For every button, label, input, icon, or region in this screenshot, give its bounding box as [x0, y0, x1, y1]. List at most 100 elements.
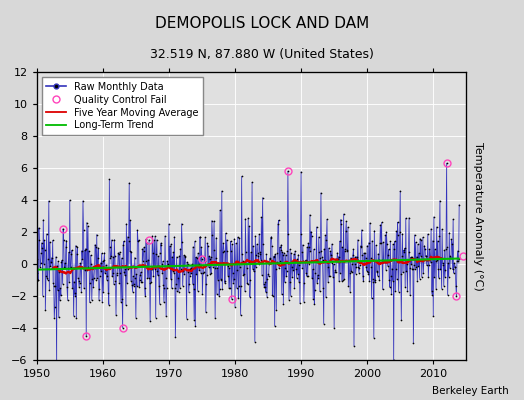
- Point: [114, 264, 122, 270]
- Point: [369, 335, 378, 341]
- Point: [377, 240, 385, 247]
- Point: [384, 263, 392, 269]
- Point: [217, 188, 226, 194]
- Point: [125, 238, 133, 244]
- Point: [72, 242, 80, 249]
- Point: [314, 234, 323, 240]
- Point: [213, 291, 221, 297]
- Point: [81, 267, 90, 274]
- Point: [241, 288, 249, 294]
- Point: [323, 216, 331, 222]
- Point: [439, 260, 447, 266]
- Point: [111, 253, 119, 260]
- Point: [409, 340, 418, 346]
- Point: [118, 325, 127, 331]
- Point: [197, 244, 205, 250]
- Point: [444, 260, 452, 266]
- Point: [302, 273, 311, 279]
- Point: [201, 258, 209, 264]
- Point: [107, 237, 116, 243]
- Point: [140, 284, 149, 291]
- Point: [53, 263, 61, 269]
- Point: [451, 264, 460, 270]
- Point: [144, 275, 152, 282]
- Point: [58, 257, 66, 264]
- Point: [52, 254, 60, 260]
- Point: [358, 272, 367, 279]
- Point: [132, 314, 140, 321]
- Point: [205, 256, 214, 262]
- Point: [277, 242, 286, 248]
- Point: [112, 272, 121, 278]
- Point: [344, 283, 353, 290]
- Point: [436, 266, 445, 272]
- Point: [359, 278, 367, 284]
- Point: [140, 244, 148, 251]
- Point: [178, 239, 187, 246]
- Point: [193, 288, 202, 294]
- Point: [232, 240, 241, 246]
- Point: [390, 238, 399, 245]
- Point: [301, 258, 309, 264]
- Point: [366, 220, 374, 226]
- Point: [171, 285, 179, 291]
- Point: [92, 276, 101, 283]
- Point: [229, 280, 237, 286]
- Point: [117, 298, 125, 305]
- Point: [373, 269, 381, 275]
- Point: [220, 278, 228, 284]
- Point: [34, 276, 42, 283]
- Point: [202, 281, 211, 287]
- Point: [259, 281, 268, 287]
- Point: [432, 224, 441, 230]
- Point: [272, 306, 280, 313]
- Point: [419, 270, 428, 276]
- Point: [120, 269, 128, 275]
- Point: [44, 256, 52, 262]
- Point: [417, 253, 425, 259]
- Point: [77, 289, 85, 295]
- Point: [433, 238, 442, 244]
- Point: [130, 254, 139, 261]
- Point: [305, 212, 314, 218]
- Point: [259, 240, 267, 247]
- Point: [433, 256, 441, 263]
- Point: [255, 231, 264, 238]
- Point: [195, 266, 203, 273]
- Point: [437, 254, 445, 261]
- Point: [432, 286, 440, 292]
- Point: [238, 258, 247, 264]
- Point: [48, 237, 57, 244]
- Point: [281, 264, 289, 271]
- Point: [149, 273, 158, 280]
- Point: [142, 258, 150, 264]
- Point: [269, 254, 278, 260]
- Point: [161, 275, 170, 281]
- Point: [319, 285, 328, 292]
- Point: [86, 280, 94, 286]
- Point: [397, 271, 405, 278]
- Point: [389, 357, 398, 364]
- Point: [174, 274, 182, 281]
- Point: [222, 230, 230, 236]
- Point: [376, 240, 384, 247]
- Point: [336, 216, 345, 223]
- Point: [442, 160, 451, 166]
- Point: [313, 272, 322, 278]
- Point: [299, 242, 307, 248]
- Point: [380, 259, 389, 265]
- Point: [271, 266, 280, 272]
- Point: [332, 256, 341, 262]
- Point: [266, 256, 274, 262]
- Point: [283, 168, 292, 174]
- Point: [304, 240, 312, 246]
- Point: [428, 288, 436, 294]
- Point: [318, 254, 326, 261]
- Point: [383, 240, 391, 247]
- Point: [265, 261, 274, 267]
- Point: [228, 270, 237, 276]
- Point: [264, 271, 272, 278]
- Point: [417, 237, 425, 244]
- Point: [168, 254, 177, 260]
- Point: [423, 231, 432, 237]
